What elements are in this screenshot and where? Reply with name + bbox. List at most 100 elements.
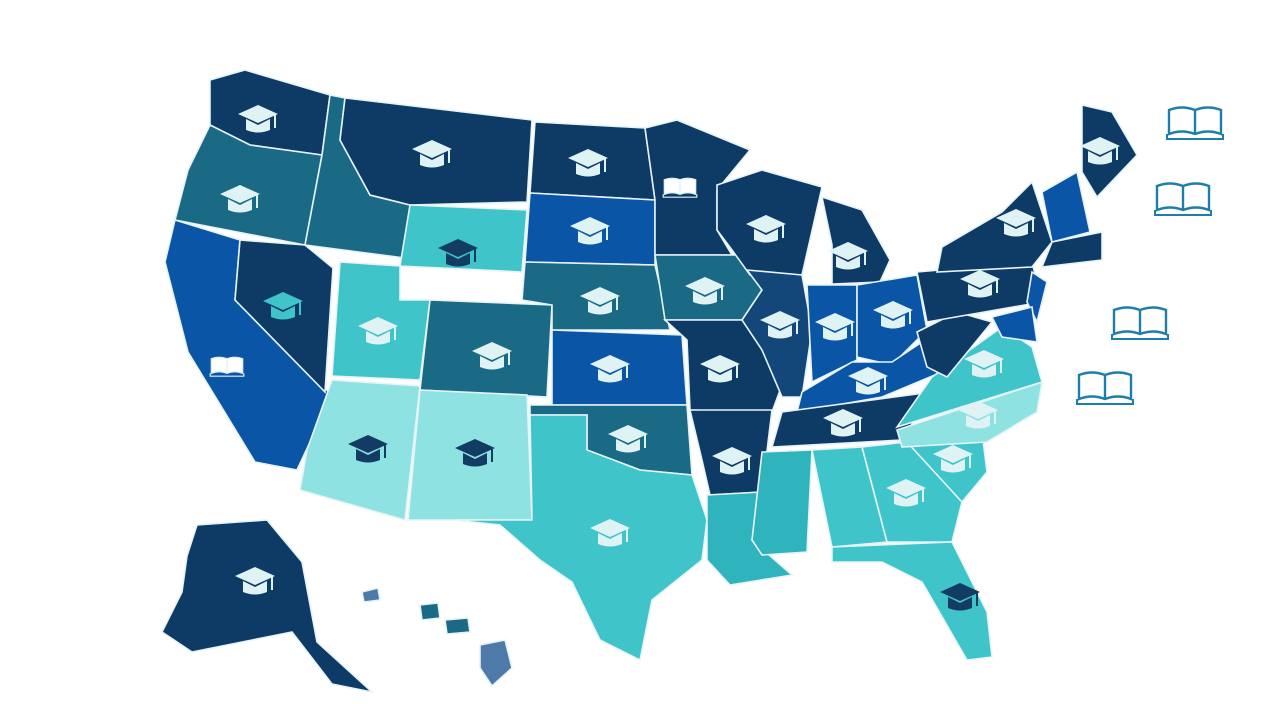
cap-base [1004,223,1028,237]
cap-board [760,311,800,329]
state [419,602,441,621]
state [895,326,1043,429]
cap-board [358,317,398,335]
graduation-cap [823,409,863,437]
cap-board [580,287,620,305]
graduation-cap [960,270,1000,298]
cap-base [768,325,792,339]
state [990,306,1038,343]
book-icon [1166,106,1224,140]
cap-base [271,306,295,320]
cap-board [438,239,478,257]
cap-board [472,342,512,360]
book-outline [1112,306,1168,336]
cap-board [235,567,275,585]
book-base [1166,134,1224,140]
cap-board [1080,137,1120,155]
book-base [662,194,698,198]
cap-board [608,425,648,443]
book-base [1111,334,1169,340]
graduation-cap [608,425,648,453]
state [1041,170,1091,243]
cap-board [960,270,1000,288]
graduation-cap [700,355,740,383]
book-icon [1154,182,1212,216]
cap-board [996,209,1036,227]
graduation-cap [235,567,275,595]
graduation-cap [263,292,303,320]
book-outline [663,177,697,196]
cap-board [412,140,452,158]
cap-board [958,401,998,419]
cap-board [964,350,1004,368]
book-icon [209,356,245,377]
cap-board [238,105,278,123]
graduation-cap [815,313,855,341]
cap-board [815,313,855,331]
graduation-cap [238,105,278,133]
cap-board [700,355,740,373]
graduation-cap [828,242,868,270]
cap-board [455,439,495,457]
cap-base [446,253,470,267]
graduation-cap [996,209,1036,237]
cap-base [708,369,732,383]
cap-base [578,231,602,245]
state [856,274,928,366]
cap-board [590,519,630,537]
cap-board [940,583,980,601]
state [407,389,533,521]
book-base [1076,399,1134,405]
cap-base [948,597,972,611]
state [160,519,375,694]
cap-base [720,461,744,475]
graduation-cap [964,350,1004,378]
graduation-cap [712,447,752,475]
graduation-cap [933,445,973,473]
cap-board [873,301,913,319]
cap-base [588,301,612,315]
cap-board [568,149,608,167]
cap-board [685,277,725,295]
state [479,639,513,688]
state [299,379,421,522]
cap-base [972,364,996,378]
cap-board [712,447,752,465]
cap-base [356,449,380,463]
state [454,414,708,662]
cap-base [463,453,487,467]
cap-board [828,242,868,260]
icons [209,105,1224,611]
graduation-cap [220,185,260,213]
cap-board [263,292,303,310]
graduation-cap [590,355,630,383]
cap-board [848,367,888,385]
cap-base [754,229,778,243]
book-outline [210,356,244,375]
graduation-cap [472,342,512,370]
cap-base [366,331,390,345]
graduation-cap [412,140,452,168]
cap-base [246,119,270,133]
cap-base [831,423,855,437]
cap-base [856,381,880,395]
cap-base [836,256,860,270]
cap-base [420,154,444,168]
graduation-cap [886,479,926,507]
state [1081,103,1138,199]
graduation-cap [940,583,980,611]
cap-board [933,445,973,463]
cap-base [1088,151,1112,165]
graduation-cap [958,401,998,429]
book-outline [1155,182,1211,212]
state [444,617,471,635]
graduation-cap [570,217,610,245]
cap-base [576,163,600,177]
graduation-cap [358,317,398,345]
book-icon [662,177,698,198]
cap-base [243,581,267,595]
graduation-cap [685,277,725,305]
cap-base [693,291,717,305]
